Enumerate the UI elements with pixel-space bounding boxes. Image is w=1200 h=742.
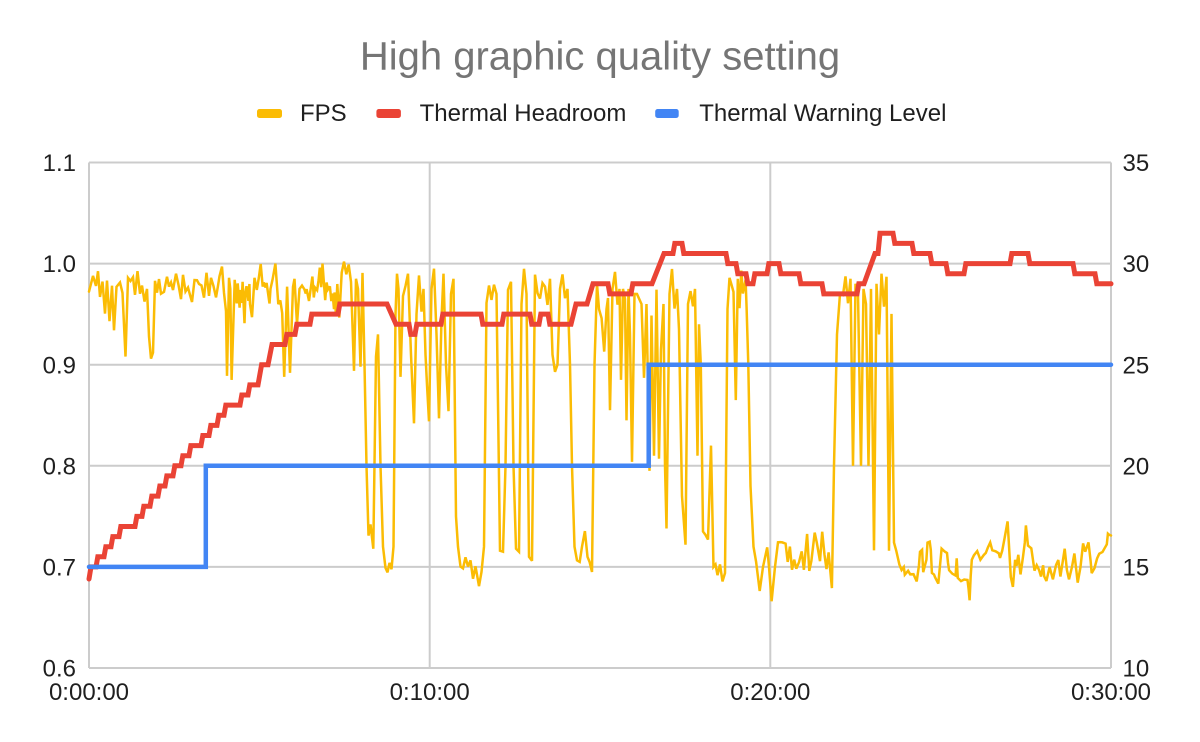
- svg-text:0:00:00: 0:00:00: [49, 679, 129, 706]
- svg-text:0:30:00: 0:30:00: [1071, 679, 1151, 706]
- svg-text:1.1: 1.1: [43, 150, 76, 177]
- svg-text:35: 35: [1123, 150, 1150, 177]
- svg-text:0.6: 0.6: [43, 656, 76, 683]
- svg-text:10: 10: [1123, 656, 1150, 683]
- svg-text:Thermal Warning Level: Thermal Warning Level: [699, 100, 946, 127]
- svg-text:0:20:00: 0:20:00: [730, 679, 810, 706]
- svg-text:25: 25: [1123, 352, 1150, 379]
- svg-text:Thermal Headroom: Thermal Headroom: [420, 100, 627, 127]
- svg-text:30: 30: [1123, 251, 1150, 278]
- svg-text:0.7: 0.7: [43, 555, 76, 582]
- svg-text:FPS: FPS: [300, 100, 347, 127]
- svg-text:20: 20: [1123, 453, 1150, 480]
- svg-text:0:10:00: 0:10:00: [390, 679, 470, 706]
- svg-text:0.8: 0.8: [43, 453, 76, 480]
- svg-text:15: 15: [1123, 555, 1150, 582]
- svg-text:High graphic quality setting: High graphic quality setting: [360, 35, 840, 79]
- svg-text:1.0: 1.0: [43, 251, 76, 278]
- svg-text:0.9: 0.9: [43, 352, 76, 379]
